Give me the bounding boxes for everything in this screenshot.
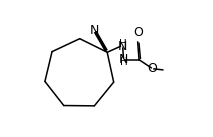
Text: N: N xyxy=(119,53,128,66)
Text: H: H xyxy=(119,57,127,67)
Text: H: H xyxy=(119,39,127,49)
Text: O: O xyxy=(148,62,158,75)
Text: O: O xyxy=(133,26,143,39)
Text: N: N xyxy=(90,24,99,37)
Text: N: N xyxy=(118,40,127,53)
